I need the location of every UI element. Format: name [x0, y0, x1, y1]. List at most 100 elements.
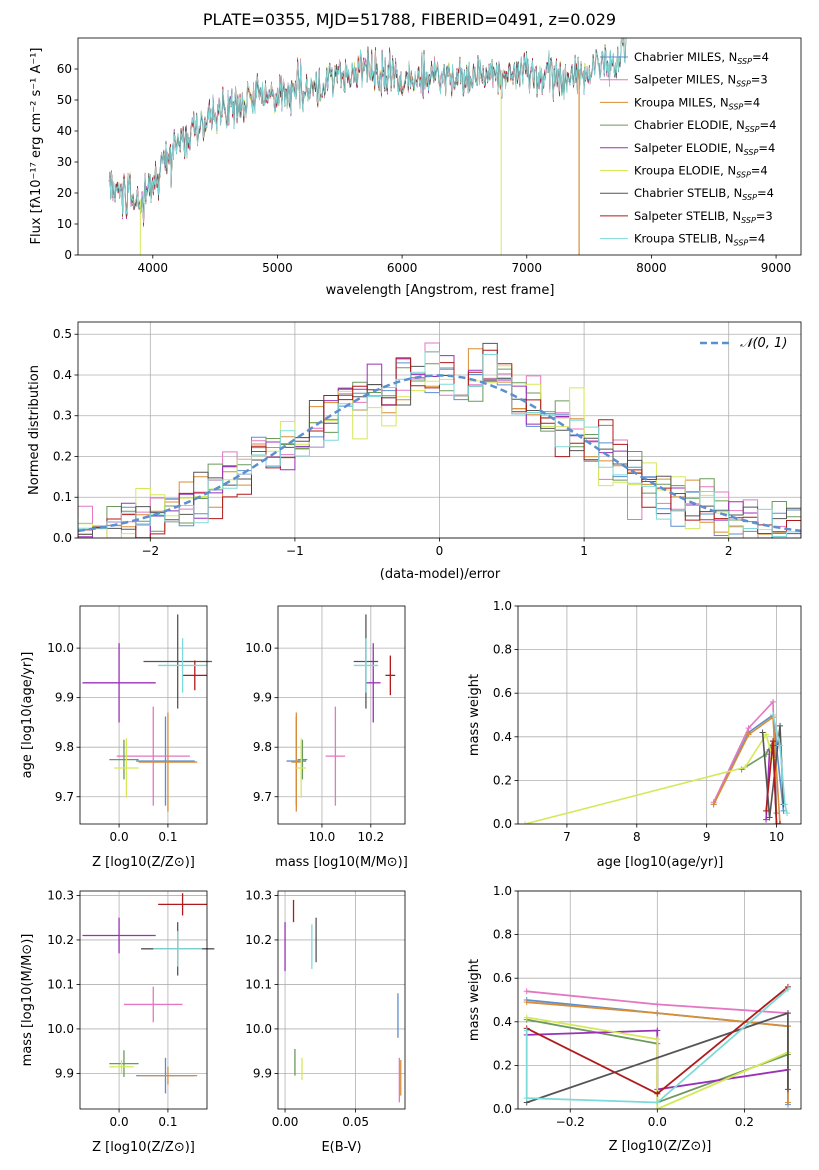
x-tick-label: 10.0 — [309, 830, 336, 844]
y-tick-label: 10.0 — [47, 641, 74, 655]
axes-spectrum: 4000 5000 6000 7000 8000 9000 0 10 20 30 40 50 60 wav… — [29, 37, 802, 298]
plus-marker — [654, 1001, 661, 1008]
y-axis-label: mass weight — [467, 959, 482, 1041]
y-tick-label: 10.2 — [47, 933, 74, 947]
plus-marker — [523, 988, 530, 995]
mass-weight-line — [526, 1016, 789, 1109]
figure-title: PLATE=0355, MJD=51788, FIBERID=0491, z=0… — [202, 10, 617, 29]
x-tick-label: 8000 — [636, 261, 667, 275]
x-tick-label: 7 — [563, 830, 571, 844]
x-axis-label: E(B-V) — [321, 1140, 361, 1155]
mass-weight-lines — [521, 698, 791, 824]
y-tick-label: 40 — [57, 124, 72, 138]
mass-weight-line — [524, 732, 774, 824]
errorbar-point — [138, 712, 198, 812]
legend: Chabrier MILES, NSSP=4 Salpeter MILES, NS… — [600, 50, 776, 248]
y-tick-label: 10.3 — [47, 888, 74, 902]
x-tick-label: 0.0 — [648, 1115, 667, 1129]
y-tick-label: 20 — [57, 186, 72, 200]
y-axis-label: Flux [fλ10⁻¹⁷ erg cm⁻² s⁻¹ A⁻¹] — [29, 48, 44, 245]
plus-marker — [784, 810, 791, 817]
errorbar-point — [109, 1050, 139, 1077]
plus-marker — [523, 1095, 530, 1102]
y-tick-label: 0.0 — [53, 531, 72, 545]
x-tick-label: 0.0 — [110, 830, 129, 844]
legend-label: Kroupa STELIB, NSSP=4 — [634, 232, 765, 248]
x-tick-label: 6000 — [387, 261, 418, 275]
y-tick-label: 9.7 — [55, 790, 74, 804]
x-axis-label: Z [log10(Z/Z⊙)] — [92, 1140, 195, 1155]
mass-weight-line — [525, 988, 789, 1104]
plus-marker — [742, 764, 749, 771]
plus-marker — [780, 807, 787, 814]
errorbar-point — [138, 1066, 198, 1085]
x-tick-label: 0.2 — [735, 1115, 754, 1129]
y-tick-label: 50 — [57, 93, 72, 107]
plus-marker — [781, 801, 788, 808]
errorbar-point — [153, 931, 203, 967]
x-tick-label: 2 — [725, 544, 733, 558]
errorbar-point — [296, 738, 307, 798]
y-tick-label: 0.2 — [493, 1058, 512, 1072]
plus-marker — [770, 712, 777, 718]
axes-frame — [79, 605, 208, 825]
errorbar-point — [136, 716, 195, 806]
y-tick-label: 0.0 — [493, 1102, 512, 1116]
mass-weight-line — [772, 714, 788, 814]
y-tick-label: 10.1 — [245, 977, 272, 991]
y-tick-label: 9.7 — [253, 790, 272, 804]
plus-marker — [777, 742, 784, 749]
histogram-lines — [78, 342, 801, 538]
legend-label: Salpeter ELODIE, NSSP=4 — [634, 141, 775, 157]
y-tick-label: 10.0 — [245, 641, 272, 655]
axes-frame — [79, 890, 208, 1110]
x-tick-label: 10.2 — [357, 830, 384, 844]
x-tick-label: 9 — [703, 830, 711, 844]
y-tick-label: 9.9 — [253, 691, 272, 705]
y-tick-label: 0.1 — [53, 490, 72, 504]
plus-marker — [654, 1090, 661, 1097]
errorbar-point — [385, 655, 396, 696]
plus-marker — [770, 738, 777, 745]
x-tick-label: 0.05 — [342, 1115, 369, 1129]
axes-residual-histogram: −2 −1 0 1 2 0.0 0.1 0.2 0.3 0.4 0.5 (data-model)/er… — [27, 321, 802, 582]
x-axis-label: wavelength [Angstrom, rest frame] — [326, 283, 555, 298]
y-tick-label: 0.5 — [53, 327, 72, 341]
plus-marker — [763, 816, 770, 823]
y-tick-label: 0.6 — [493, 971, 512, 985]
axes-mass-vs-EBV: 0.00 0.05 9.9 10.0 10.1 10.2 10.3 E(B-V) — [245, 888, 406, 1155]
x-tick-label: 10 — [769, 830, 784, 844]
axes-mass-vs-Z: 0.0 0.1 9.9 10.0 10.1 10.2 10.3 Z [log10(Z/Z⊙)]… — [20, 888, 215, 1155]
axes-frame — [517, 890, 802, 1110]
axes-mass-weight-vs-Z: −0.2 0.0 0.2 0.0 0.2 0.4 0.6 0.8 1.0 Z [log10(Z/Z… — [467, 884, 802, 1154]
x-tick-label: 0.1 — [158, 830, 177, 844]
plus-marker — [777, 722, 784, 729]
y-tick-label: 1.0 — [493, 884, 512, 898]
y-tick-label: 0 — [64, 248, 72, 262]
y-tick-label: 1.0 — [493, 599, 512, 613]
plus-marker — [745, 725, 752, 732]
y-tick-label: 0.2 — [493, 773, 512, 787]
plus-marker — [766, 814, 773, 821]
x-tick-label: 9000 — [761, 261, 792, 275]
errorbar-point — [82, 917, 156, 954]
plus-marker — [777, 821, 784, 824]
mass-weight-lines — [523, 983, 791, 1109]
y-tick-label: 0.8 — [493, 928, 512, 942]
axes-frame — [517, 605, 802, 825]
plus-marker — [784, 986, 791, 993]
errorbar-point — [114, 738, 139, 798]
legend-label: 𝒩(0, 1) — [740, 336, 787, 351]
errorbar-point — [158, 638, 207, 693]
y-tick-label: 0.4 — [493, 1015, 512, 1029]
plus-marker — [654, 1010, 661, 1017]
plus-marker — [784, 1086, 791, 1093]
errorbar-point — [109, 739, 139, 780]
x-axis-label: Z [log10(Z/Z⊙)] — [609, 1139, 712, 1154]
x-tick-label: 8 — [633, 830, 641, 844]
axes-age-vs-Z: 0.0 0.1 9.7 9.8 9.9 10.0 Z [log10(Z/Z⊙)] age [l… — [20, 605, 212, 870]
y-axis-label: mass [log10(M/M⊙)] — [20, 934, 35, 1067]
plus-marker — [654, 1099, 661, 1106]
plus-marker — [773, 821, 780, 824]
